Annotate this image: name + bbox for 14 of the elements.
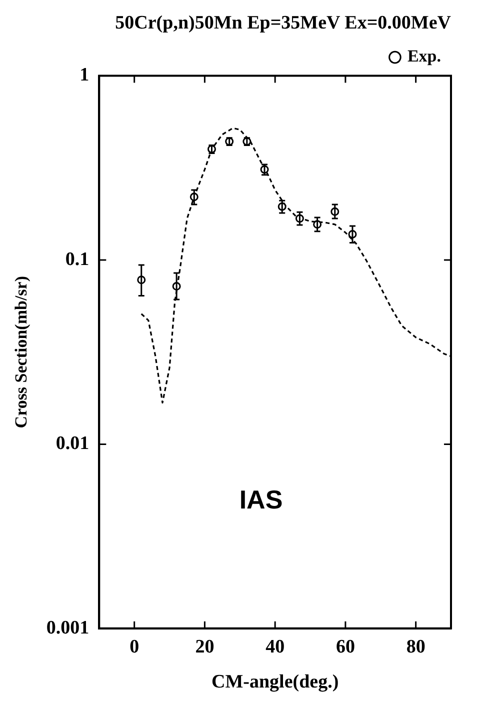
y-tick-label: 0.001	[46, 617, 90, 638]
y-tick-label: 1	[80, 64, 90, 86]
x-tick-label: 40	[266, 636, 285, 658]
x-tick-label: 20	[195, 636, 214, 658]
x-tick-label: 80	[406, 636, 426, 658]
annotation: IAS	[239, 484, 283, 514]
chart-title: 50Cr(p,n)50Mn Ep=35MeV Ex=0.00MeV	[115, 12, 452, 34]
x-tick-label: 0	[130, 636, 140, 658]
y-axis-title: Cross Section(mb/sr)	[12, 276, 31, 428]
legend-label: Exp.	[407, 46, 442, 66]
y-tick-label: 0.01	[56, 433, 90, 454]
x-axis-title: CM-angle(deg.)	[211, 672, 339, 693]
y-tick-label: 0.1	[65, 248, 90, 270]
x-tick-label: 60	[336, 636, 355, 658]
